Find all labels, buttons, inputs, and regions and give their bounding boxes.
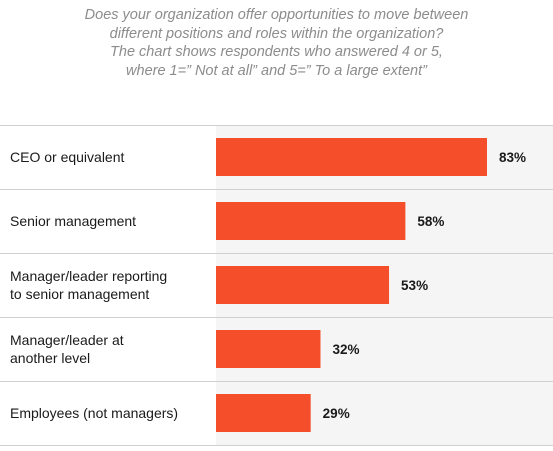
chart-title-line: different positions and roles within the…: [109, 25, 444, 42]
chart-title-line: The chart shows respondents who answered…: [110, 44, 443, 60]
bar: [216, 138, 487, 176]
bar: [216, 330, 321, 368]
category-label: Manager/leader reporting to senior manage…: [10, 268, 167, 302]
value-label: 58%: [417, 214, 444, 229]
chart-title: Does your organization offer opportuniti…: [0, 6, 553, 80]
chart-title-line: where 1=” Not at all” and 5=” To a large…: [126, 62, 427, 79]
category-label: Manager/leader at another level: [10, 332, 124, 366]
value-label: 29%: [323, 406, 350, 421]
chart-title-line: Does your organization offer opportuniti…: [84, 7, 469, 23]
category-label: Senior management: [10, 213, 136, 229]
category-label: CEO or equivalent: [10, 149, 125, 165]
value-label: 32%: [332, 342, 359, 357]
category-label: Employees (not managers): [10, 405, 178, 421]
value-label: 83%: [499, 150, 526, 165]
value-label: 53%: [401, 278, 428, 293]
bar: [216, 266, 390, 304]
bar: [216, 394, 311, 432]
bar: [216, 202, 406, 240]
